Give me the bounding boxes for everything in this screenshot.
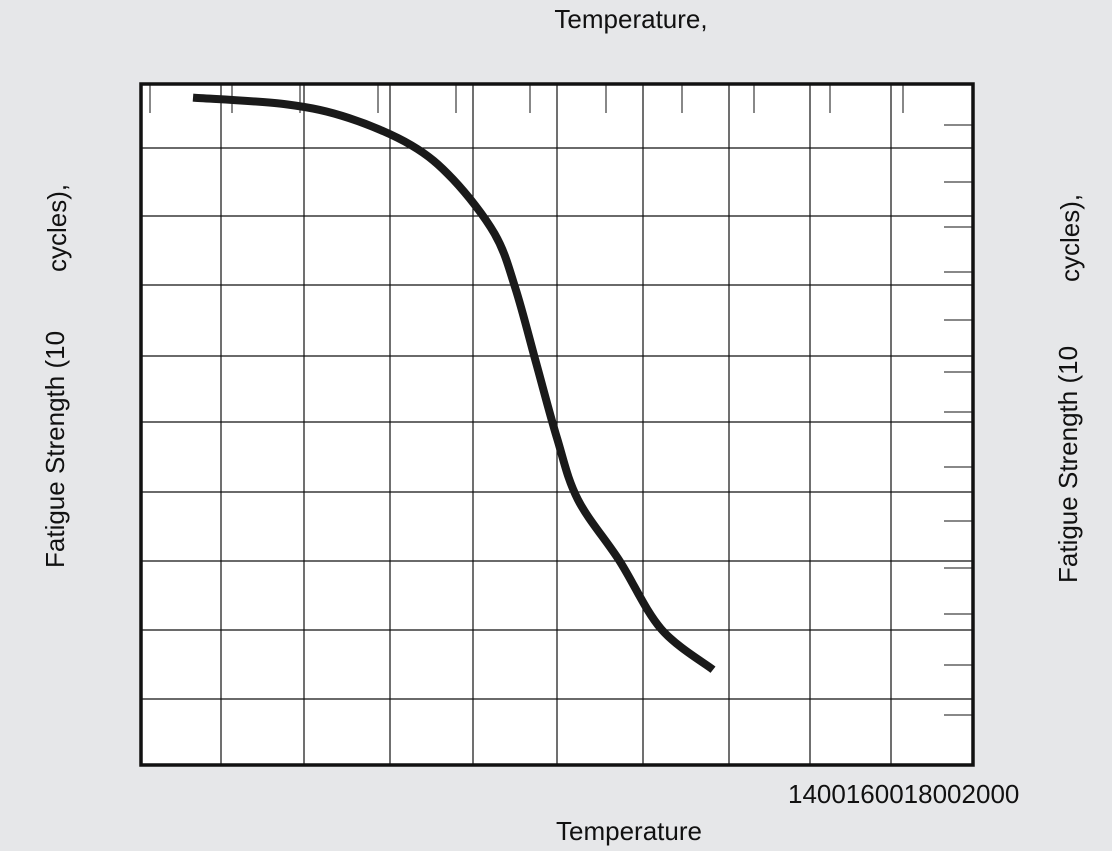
right-y-axis-label-cycles: cycles), <box>1055 193 1085 282</box>
right-y-axis-label: Fatigue Strength (10 <box>1053 345 1083 583</box>
plot-frame <box>139 82 975 767</box>
x-axis-label: Temperature <box>556 816 702 846</box>
chart-title: Temperature, <box>554 4 708 34</box>
left-y-axis-label: Fatigue Strength (10 <box>40 330 70 568</box>
left-y-axis-label-cycles: cycles), <box>42 183 72 272</box>
fatigue-curve <box>192 93 716 673</box>
x-tick-labels: 1400160018002000 <box>788 779 1020 809</box>
